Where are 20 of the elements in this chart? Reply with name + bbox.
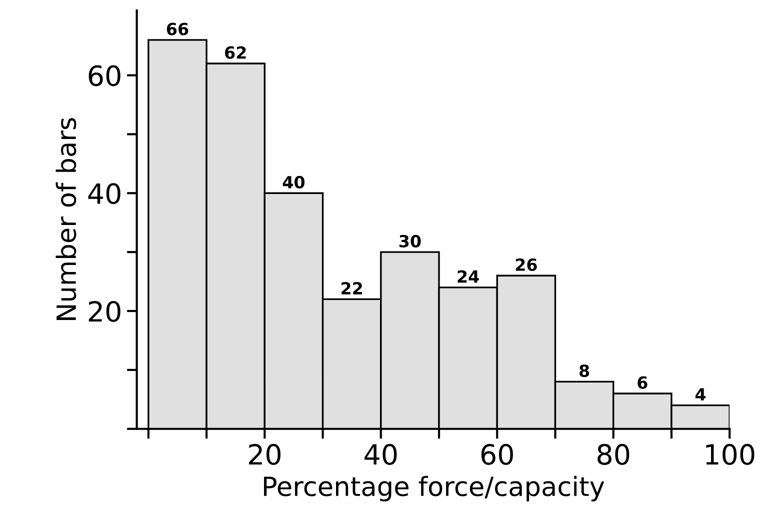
x-tick-label: 60 [481,444,513,465]
data-label: 6 [638,376,648,389]
data-label: 4 [695,388,706,400]
data-label: 66 [166,22,188,36]
x-axis-title: Percentage force/capacity [264,476,604,502]
x-tick-label: 80 [598,444,630,465]
data-label: 40 [282,176,305,189]
data-label: 62 [225,46,246,59]
y-axis-title: Number of bars [56,118,76,320]
x-tick-label: 100 [706,444,754,465]
x-tick-label: 20 [249,444,280,465]
data-label: 30 [399,234,421,248]
data-label: 24 [458,270,479,283]
data-label: 26 [516,258,537,272]
y-tick-label: 40 [88,183,120,204]
y-tick-label: 20 [88,300,120,322]
y-tick-label: 60 [88,65,120,86]
data-label: 8 [580,364,590,378]
data-label: 22 [342,282,362,294]
x-tick-label: 40 [364,444,397,465]
